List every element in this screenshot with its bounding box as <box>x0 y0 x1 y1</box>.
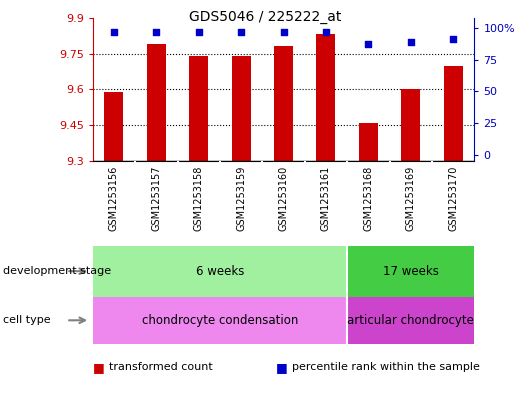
Bar <box>104 92 123 161</box>
Text: GSM1253161: GSM1253161 <box>321 165 331 231</box>
Point <box>195 29 203 35</box>
Bar <box>347 297 474 344</box>
Text: ■: ■ <box>93 361 104 374</box>
Bar <box>189 56 208 161</box>
Bar <box>93 297 347 344</box>
Text: 17 weeks: 17 weeks <box>383 264 439 278</box>
Text: 6 weeks: 6 weeks <box>196 264 244 278</box>
Text: GSM1253170: GSM1253170 <box>448 165 458 231</box>
Point <box>322 29 330 35</box>
Text: development stage: development stage <box>3 266 111 276</box>
Text: transformed count: transformed count <box>109 362 213 373</box>
Text: GSM1253168: GSM1253168 <box>364 165 373 231</box>
Text: GSM1253156: GSM1253156 <box>109 165 119 231</box>
Bar <box>359 123 378 161</box>
Text: cell type: cell type <box>3 315 50 325</box>
Text: chondrocyte condensation: chondrocyte condensation <box>142 314 298 327</box>
Bar <box>232 56 251 161</box>
Text: GSM1253160: GSM1253160 <box>279 165 288 231</box>
Text: GDS5046 / 225222_at: GDS5046 / 225222_at <box>189 10 341 24</box>
Bar <box>147 44 166 161</box>
Text: percentile rank within the sample: percentile rank within the sample <box>292 362 479 373</box>
Bar <box>93 246 347 297</box>
Point <box>449 36 457 42</box>
Text: articular chondrocyte: articular chondrocyte <box>347 314 474 327</box>
Bar <box>444 66 463 161</box>
Text: GSM1253159: GSM1253159 <box>236 165 246 231</box>
Point <box>279 29 288 35</box>
Bar <box>274 46 293 161</box>
Text: ■: ■ <box>276 361 287 374</box>
Point <box>237 29 245 35</box>
Text: GSM1253169: GSM1253169 <box>406 165 416 231</box>
Bar <box>347 246 474 297</box>
Bar <box>401 90 420 161</box>
Point <box>407 39 415 45</box>
Text: GSM1253158: GSM1253158 <box>194 165 204 231</box>
Point <box>152 29 161 35</box>
Point <box>364 41 373 48</box>
Point <box>110 29 118 35</box>
Text: GSM1253157: GSM1253157 <box>152 165 161 231</box>
Bar <box>316 35 335 161</box>
